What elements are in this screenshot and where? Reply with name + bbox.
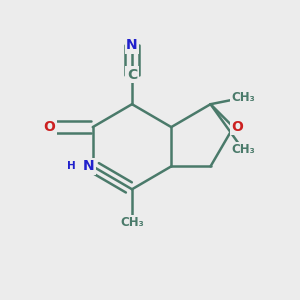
Text: O: O	[231, 120, 243, 134]
Text: H: H	[67, 161, 76, 171]
Text: CH₃: CH₃	[120, 217, 144, 230]
Text: N: N	[83, 159, 94, 173]
Text: N: N	[126, 38, 138, 52]
Text: CH₃: CH₃	[231, 91, 255, 104]
Text: C: C	[127, 68, 137, 82]
Text: CH₃: CH₃	[231, 143, 255, 157]
Text: O: O	[44, 120, 56, 134]
